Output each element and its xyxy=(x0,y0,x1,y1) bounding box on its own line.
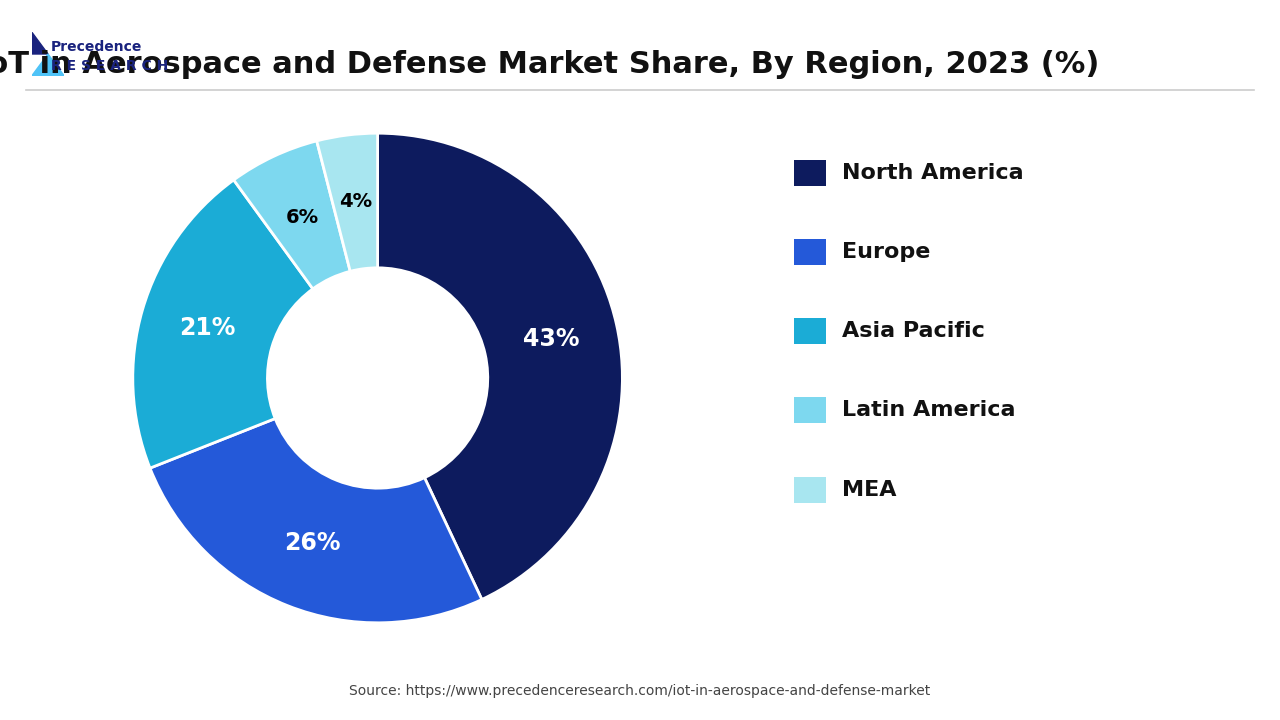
Wedge shape xyxy=(316,133,378,271)
Text: Asia Pacific: Asia Pacific xyxy=(842,321,986,341)
Text: 4%: 4% xyxy=(339,192,372,212)
Text: Source: https://www.precedenceresearch.com/iot-in-aerospace-and-defense-market: Source: https://www.precedenceresearch.c… xyxy=(349,685,931,698)
Wedge shape xyxy=(150,418,481,623)
Text: Precedence
R E S E A R C H: Precedence R E S E A R C H xyxy=(51,40,169,73)
Polygon shape xyxy=(32,32,49,54)
Text: 43%: 43% xyxy=(522,328,579,351)
Wedge shape xyxy=(234,141,351,289)
Text: 21%: 21% xyxy=(179,317,236,341)
Text: MEA: MEA xyxy=(842,480,897,500)
Text: 6%: 6% xyxy=(285,208,319,227)
Text: Latin America: Latin America xyxy=(842,400,1016,420)
Wedge shape xyxy=(133,180,312,468)
Wedge shape xyxy=(378,133,622,600)
Polygon shape xyxy=(32,54,64,76)
Text: IoT in Aerospace and Defense Market Share, By Region, 2023 (%): IoT in Aerospace and Defense Market Shar… xyxy=(0,50,1100,79)
Text: North America: North America xyxy=(842,163,1024,183)
Text: Europe: Europe xyxy=(842,242,931,262)
Text: 26%: 26% xyxy=(284,531,340,555)
